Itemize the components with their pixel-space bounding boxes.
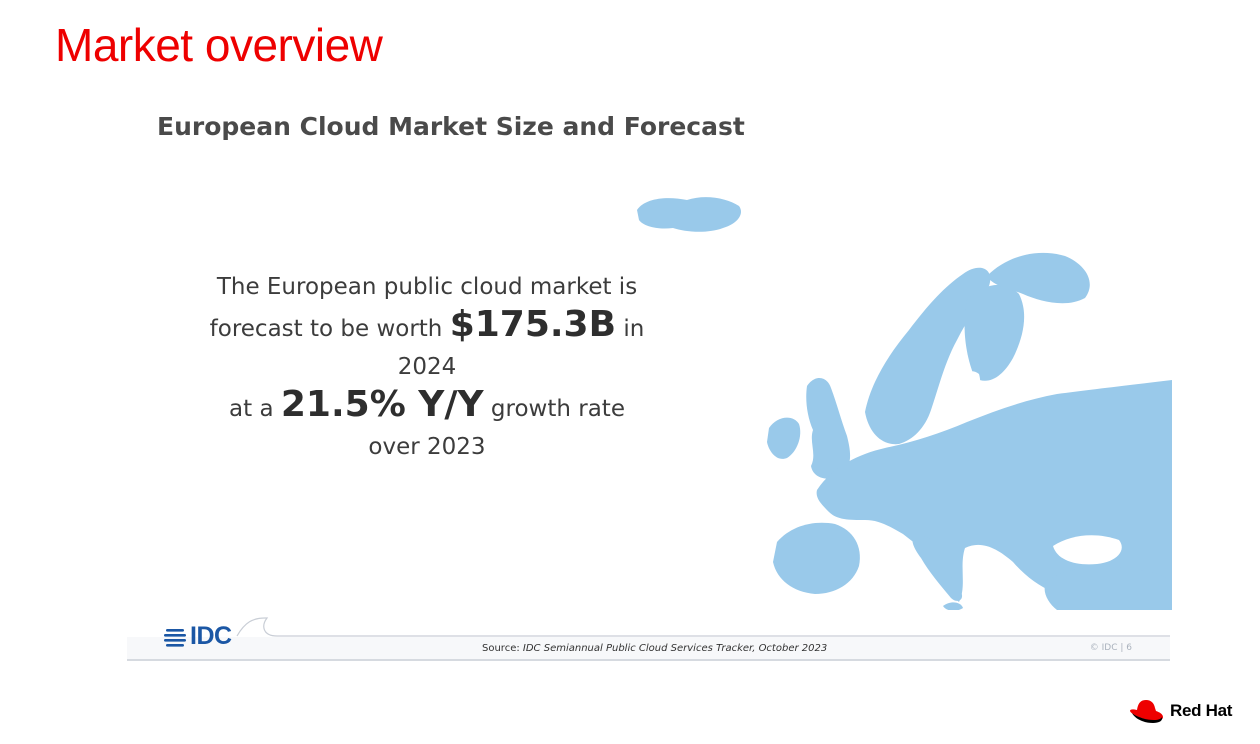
infographic-title: European Cloud Market Size and Forecast: [157, 112, 745, 141]
page-number: 6: [1126, 643, 1132, 653]
idc-logo-text: IDC: [190, 622, 232, 650]
europe-map-icon: [637, 197, 1172, 610]
idc-globe-icon: [164, 628, 186, 647]
idc-infographic: European Cloud Market Size and Forecast …: [127, 104, 1172, 664]
red-hat-logo-icon: [1130, 700, 1163, 723]
statement-line-2: forecast to be worth $175.3B in: [209, 304, 645, 345]
statement-line-5: over 2023: [368, 434, 486, 460]
source-title: IDC Semiannual Public Cloud Services Tra…: [522, 643, 828, 654]
red-hat-wordmark: Red Hat: [1170, 701, 1233, 720]
market-value: $175.3B: [449, 304, 617, 345]
slide-title: Market overview: [55, 19, 383, 71]
forecast-year: 2024: [397, 354, 457, 380]
source-citation: Source: IDC Semiannual Public Cloud Serv…: [482, 643, 828, 654]
statement-line-4: at a 21.5% Y/Y growth rate: [229, 384, 625, 425]
idc-copyright: © IDC | 6: [1089, 643, 1132, 653]
growth-rate: 21.5% Y/Y: [280, 384, 484, 425]
market-statement: The European public cloud market is fore…: [167, 268, 687, 466]
footer-divider: [127, 617, 1170, 661]
idc-logo: IDC: [163, 622, 232, 651]
statement-line-3: 2024: [167, 348, 687, 386]
red-hat-brand: Red Hat: [1128, 698, 1232, 724]
statement-line-1: The European public cloud market is: [216, 274, 638, 300]
